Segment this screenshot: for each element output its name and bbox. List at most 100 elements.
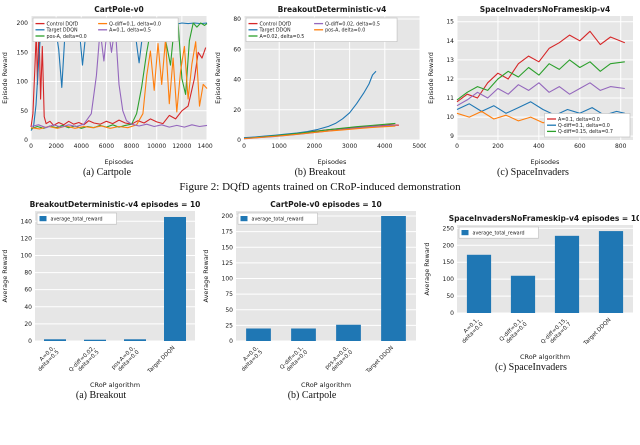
- svg-text:average_total_reward: average_total_reward: [252, 216, 304, 222]
- cartpole-episode-reward-chart: 0 50 100 150 200 0 2000 4000 6000 8000 10000 12000 1…: [1, 2, 213, 166]
- svg-text:4000: 4000: [377, 143, 392, 150]
- spaceinvaders-episode-reward-chart: 9 10 11 12 13 14 15 0 200 400 600 800 SpaceInvadersN…: [427, 2, 639, 166]
- svg-text:80: 80: [24, 270, 32, 277]
- svg-text:40: 40: [233, 77, 241, 84]
- svg-text:CartPole-v0 episodes = 10: CartPole-v0 episodes = 10: [270, 200, 382, 209]
- svg-text:0: 0: [237, 137, 241, 144]
- svg-text:15: 15: [446, 19, 454, 26]
- svg-text:A=0.1,delta=0.0: A=0.1,delta=0.0: [457, 317, 485, 345]
- subcaption-bottom-a: (a) Breakout: [75, 390, 127, 401]
- svg-text:2000: 2000: [49, 143, 64, 150]
- svg-text:400: 400: [533, 143, 545, 150]
- svg-text:600: 600: [574, 143, 586, 150]
- svg-text:pos-A, delta=0.0: pos-A, delta=0.0: [47, 34, 87, 40]
- top-chart-row: 0 50 100 150 200 0 2000 4000 6000 8000 10000 12000 1…: [1, 2, 639, 178]
- figure-caption: Figure 2: DQfD agents trained on CRoP-in…: [179, 181, 461, 193]
- svg-text:Average Reward: Average Reward: [202, 250, 210, 303]
- svg-text:Q-diff=0.15,delta=0.7: Q-diff=0.15,delta=0.7: [540, 317, 573, 350]
- bottom-chart-row: 0 20 40 60 80 100 120 140 A=0.0,delta=0.5 Q-diff=…: [1, 197, 639, 401]
- svg-text:A=0.0,delta=0.5: A=0.0,delta=0.5: [33, 345, 61, 373]
- svg-text:SpaceInvadersNoFrameskip-v4 ep: SpaceInvadersNoFrameskip-v4 episodes = 1…: [449, 214, 639, 223]
- svg-text:CRoP algorithm: CRoP algorithm: [301, 381, 351, 389]
- cartpole-average-reward-bar-chart: 0 25 50 75 100 125 150 175 200 A=0.0,delta=0.5 Q-d…: [202, 197, 422, 389]
- svg-text:Control DQfD: Control DQfD: [260, 21, 292, 27]
- svg-text:CRoP algorithm: CRoP algorithm: [90, 381, 140, 389]
- svg-text:50: 50: [20, 108, 28, 115]
- subcaption-top-a: (a) Cartpole: [82, 167, 132, 178]
- svg-text:50: 50: [225, 307, 233, 314]
- svg-text:100: 100: [443, 276, 455, 283]
- svg-text:Q-diff=0.1,delta=0.0: Q-diff=0.1,delta=0.0: [279, 345, 309, 375]
- svg-text:Q-diff=0.1, delta=0.0: Q-diff=0.1, delta=0.0: [109, 21, 161, 27]
- spaceinvaders-average-reward-bar-chart: 0 50 100 150 200 250 A=0.1,delta=0.0 Q-diff=0.1…: [423, 211, 639, 361]
- svg-text:Target DDQN: Target DDQN: [259, 28, 292, 34]
- svg-text:CartPole-v0: CartPole-v0: [94, 5, 143, 14]
- svg-text:pos-A, delta=0.0: pos-A, delta=0.0: [325, 28, 365, 34]
- svg-text:13: 13: [446, 57, 454, 64]
- spaceinvaders-line-panel: 9 10 11 12 13 14 15 0 200 400 600 800 SpaceInvadersN…: [427, 2, 639, 178]
- svg-text:14: 14: [446, 38, 454, 45]
- svg-text:150: 150: [17, 49, 29, 56]
- breakout-average-reward-bar-chart: 0 20 40 60 80 100 120 140 A=0.0,delta=0.5 Q-diff=…: [1, 197, 201, 389]
- svg-text:Episode Reward: Episode Reward: [427, 52, 435, 104]
- svg-text:60: 60: [24, 287, 32, 294]
- svg-text:60: 60: [233, 46, 241, 53]
- svg-text:3000: 3000: [342, 143, 357, 150]
- svg-text:8000: 8000: [124, 143, 139, 150]
- svg-text:average_total_reward: average_total_reward: [51, 216, 103, 222]
- svg-text:Episodes: Episodes: [105, 158, 135, 166]
- svg-text:Target DDQN: Target DDQN: [146, 345, 176, 375]
- svg-text:250: 250: [443, 225, 455, 232]
- svg-text:0: 0: [29, 143, 33, 150]
- breakout-line-panel: 0 20 40 60 80 0 1000 2000 3000 4000 5000 BreakoutDe…: [214, 2, 426, 178]
- svg-text:150: 150: [222, 244, 234, 251]
- svg-text:120: 120: [21, 235, 33, 242]
- svg-text:5000: 5000: [412, 143, 426, 150]
- subcaption-top-b: (b) Breakout: [294, 167, 346, 178]
- svg-text:100: 100: [222, 276, 234, 283]
- svg-text:pos-A=0.0,delta=0.0: pos-A=0.0,delta=0.0: [324, 345, 354, 375]
- svg-text:100: 100: [21, 252, 33, 259]
- svg-text:14000: 14000: [197, 143, 213, 150]
- svg-text:Q-diff=0.1,delta=0.0: Q-diff=0.1,delta=0.0: [499, 317, 529, 347]
- svg-text:average_total_reward: average_total_reward: [473, 230, 525, 236]
- svg-text:SpaceInvadersNoFrameskip-v4: SpaceInvadersNoFrameskip-v4: [480, 5, 610, 14]
- subcaption-bottom-c: (c) SpaceInvaders: [495, 362, 567, 373]
- svg-text:4000: 4000: [74, 143, 89, 150]
- svg-text:75: 75: [225, 291, 233, 298]
- svg-text:Target DDQN: Target DDQN: [46, 28, 79, 34]
- svg-text:2000: 2000: [307, 143, 322, 150]
- svg-text:1000: 1000: [272, 143, 287, 150]
- svg-text:140: 140: [21, 218, 33, 225]
- svg-text:Q-diff=0.1, delta=0.0: Q-diff=0.1, delta=0.0: [558, 123, 610, 129]
- svg-text:11: 11: [446, 95, 454, 102]
- svg-text:Q-diff=0.02, delta=0.5: Q-diff=0.02, delta=0.5: [325, 21, 380, 27]
- svg-text:200: 200: [443, 242, 455, 249]
- breakout-bar-panel: 0 20 40 60 80 100 120 140 A=0.0,delta=0.5 Q-diff=…: [1, 197, 201, 401]
- svg-text:Episodes: Episodes: [531, 158, 561, 166]
- svg-text:Average Reward: Average Reward: [423, 243, 431, 296]
- svg-text:Q-diff=0.02,delta=0.5: Q-diff=0.02,delta=0.5: [68, 345, 101, 378]
- svg-text:Q-diff=0.15, delta=0.7: Q-diff=0.15, delta=0.7: [558, 129, 613, 135]
- subcaption-top-c: (c) SpaceInvaders: [497, 167, 569, 178]
- svg-text:9: 9: [450, 133, 454, 140]
- svg-text:A=0.1, delta=0.0: A=0.1, delta=0.0: [558, 117, 600, 123]
- svg-text:12: 12: [446, 76, 454, 83]
- svg-text:0: 0: [24, 137, 28, 144]
- svg-text:12000: 12000: [172, 143, 191, 150]
- svg-text:20: 20: [24, 321, 32, 328]
- svg-text:150: 150: [443, 259, 455, 266]
- svg-text:25: 25: [225, 322, 233, 329]
- cartpole-bar-panel: 0 25 50 75 100 125 150 175 200 A=0.0,delta=0.5 Q-d…: [202, 197, 422, 401]
- svg-text:0: 0: [242, 143, 246, 150]
- svg-text:6000: 6000: [99, 143, 114, 150]
- svg-text:A=0.1, delta=0.5: A=0.1, delta=0.5: [109, 28, 151, 34]
- spaceinvaders-bar-panel: 0 50 100 150 200 250 A=0.1,delta=0.0 Q-diff=0.1…: [423, 197, 639, 373]
- subcaption-bottom-b: (b) Cartpole: [287, 390, 337, 401]
- svg-text:Episode Reward: Episode Reward: [214, 52, 222, 104]
- cartpole-line-panel: 0 50 100 150 200 0 2000 4000 6000 8000 10000 12000 1…: [1, 2, 213, 178]
- svg-text:125: 125: [222, 260, 234, 267]
- svg-text:0: 0: [455, 143, 459, 150]
- svg-text:Episodes: Episodes: [318, 158, 348, 166]
- svg-text:A=0.02, delta=0.5: A=0.02, delta=0.5: [260, 34, 305, 40]
